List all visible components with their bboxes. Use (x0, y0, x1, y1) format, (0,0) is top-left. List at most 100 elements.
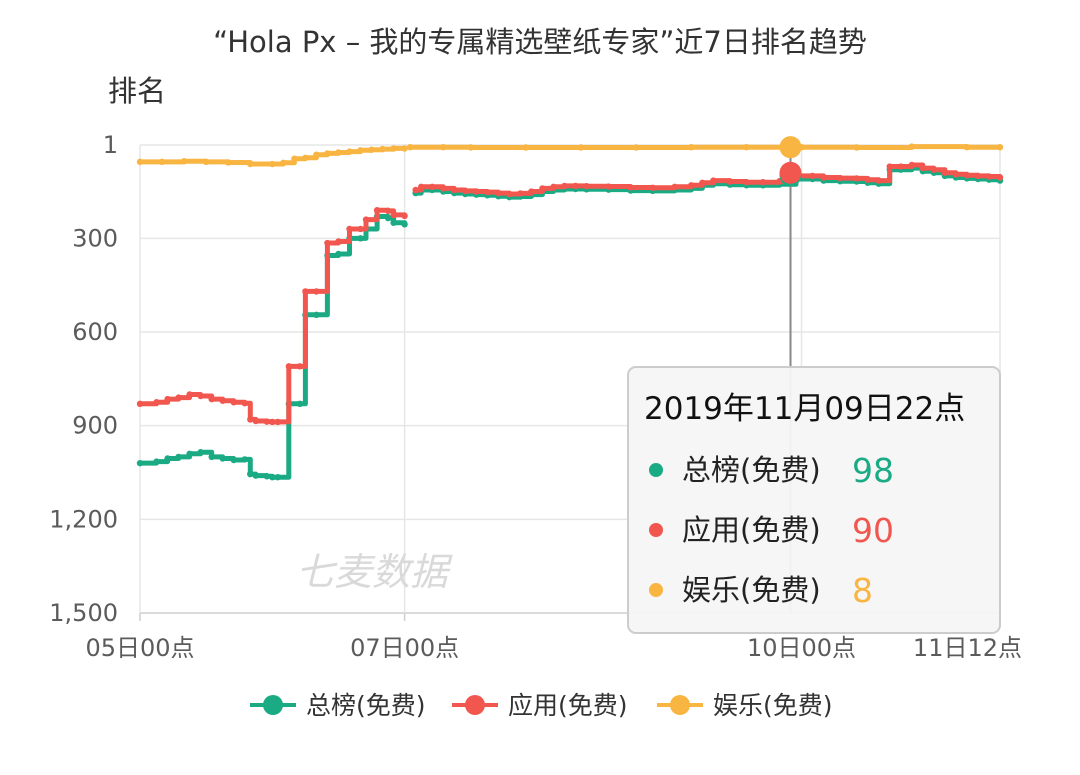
series-point (136, 400, 144, 408)
series-point (313, 288, 320, 295)
series-point (390, 145, 397, 152)
tooltip-box (627, 366, 1001, 634)
series-point (875, 177, 882, 184)
series-point (627, 184, 634, 191)
series-point (820, 174, 827, 181)
y-axis-label: 排名 (108, 74, 166, 108)
series-point (158, 158, 166, 166)
series-point (219, 397, 226, 404)
series-point (390, 219, 397, 226)
series-point (324, 150, 331, 157)
series-point (324, 239, 331, 247)
tooltip-time: 2019年11月09日22点 (644, 391, 965, 427)
series-point (401, 145, 408, 152)
series-point (864, 176, 871, 183)
series-point (710, 177, 717, 184)
series-point (269, 160, 276, 168)
series-point (809, 172, 816, 180)
series-point (208, 395, 215, 403)
series-point (853, 144, 860, 151)
series-point (919, 164, 927, 172)
legend-item[interactable]: 应用(免费) (452, 691, 628, 720)
y-tick-label: 1,200 (49, 505, 118, 533)
legend-label: 娱乐(免费) (713, 691, 833, 720)
series-point (362, 216, 370, 223)
series-point (384, 207, 392, 215)
series-point (428, 183, 436, 191)
series-point (136, 158, 144, 166)
series-point (412, 186, 419, 194)
series-point (473, 188, 480, 195)
tooltip-value: 8 (852, 571, 873, 610)
series-point (996, 174, 1004, 181)
series-point (963, 143, 971, 151)
series-point (930, 166, 938, 173)
series-point (451, 186, 458, 194)
series-point (671, 183, 678, 191)
series-point (252, 472, 259, 479)
y-tick-label: 600 (72, 318, 118, 346)
legend-item[interactable]: 总榜(免费) (250, 691, 426, 720)
series-point (528, 188, 535, 195)
series-point (996, 143, 1004, 151)
series-point (247, 160, 254, 168)
series-point (296, 400, 304, 408)
series-point (467, 144, 474, 151)
legend[interactable]: 总榜(免费) 应用(免费) 娱乐(免费) (250, 691, 833, 720)
legend-marker-icon (670, 695, 690, 715)
series-point (495, 189, 502, 197)
series-point (897, 163, 904, 170)
y-axis-ticks: 1 300 600 900 1,200 1,500 (49, 131, 118, 627)
series-point (335, 250, 342, 258)
series-point (605, 183, 612, 190)
series-point (346, 225, 353, 233)
series-point (583, 183, 590, 190)
series-point (153, 399, 160, 406)
series-point (522, 144, 530, 151)
x-tick-label: 05日00点 (85, 634, 194, 662)
series-point (302, 154, 309, 162)
series-point (401, 221, 408, 228)
legend-label: 总榜(免费) (306, 691, 426, 720)
series-point (175, 394, 182, 401)
series-point (219, 455, 226, 462)
highlight-point (779, 136, 802, 159)
series-point (175, 453, 182, 461)
series-point (373, 207, 381, 214)
series-point (241, 456, 248, 463)
series-point (743, 178, 750, 186)
series-point (406, 143, 414, 151)
series-point (759, 178, 767, 186)
x-tick-label: 10日00点 (747, 634, 856, 662)
series-point (136, 459, 144, 467)
series-line (140, 144, 1000, 167)
series-point (484, 188, 491, 196)
series-point (302, 288, 309, 295)
series-point (335, 149, 342, 156)
tooltip-series-name: 总榜(免费) (682, 453, 821, 487)
series-应用(免费) (136, 161, 1004, 426)
series-point (208, 453, 215, 461)
series-point (550, 183, 557, 191)
series-point (368, 146, 375, 153)
series-point (440, 185, 447, 192)
series-point (699, 179, 706, 186)
tooltip-dot (649, 463, 663, 477)
series-point (688, 143, 695, 151)
series-point (230, 399, 237, 406)
series-point (285, 363, 293, 370)
series-point (941, 169, 949, 176)
series-point (247, 470, 254, 478)
series-point (401, 212, 408, 220)
series-point (225, 159, 232, 166)
series-point (853, 175, 860, 182)
series-point (274, 418, 282, 426)
watermark: 七麦数据 (296, 550, 453, 594)
series-point (274, 473, 282, 481)
series-point (263, 418, 270, 425)
legend-item[interactable]: 娱乐(免费) (657, 691, 833, 720)
series-point (517, 190, 524, 197)
series-point (952, 171, 960, 178)
series-point (963, 172, 971, 179)
